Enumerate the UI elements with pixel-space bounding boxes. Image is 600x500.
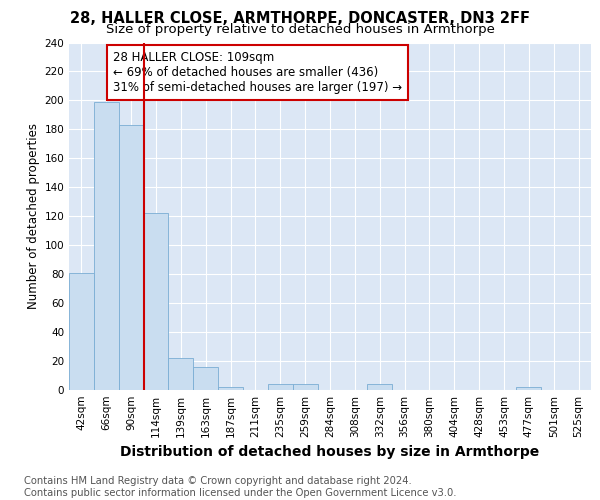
Bar [367,384,392,390]
Text: 28 HALLER CLOSE: 109sqm
← 69% of detached houses are smaller (436)
31% of semi-d: 28 HALLER CLOSE: 109sqm ← 69% of detache… [113,51,403,94]
Bar [169,358,193,390]
Bar [143,214,169,390]
Bar [94,102,119,390]
Bar [218,387,243,390]
Bar [119,125,143,390]
Bar [69,272,94,390]
Text: Contains HM Land Registry data © Crown copyright and database right 2024.
Contai: Contains HM Land Registry data © Crown c… [24,476,457,498]
Bar [268,384,293,390]
Text: 28, HALLER CLOSE, ARMTHORPE, DONCASTER, DN3 2FF: 28, HALLER CLOSE, ARMTHORPE, DONCASTER, … [70,11,530,26]
Text: Size of property relative to detached houses in Armthorpe: Size of property relative to detached ho… [106,22,494,36]
Y-axis label: Number of detached properties: Number of detached properties [27,123,40,309]
Bar [293,384,317,390]
X-axis label: Distribution of detached houses by size in Armthorpe: Distribution of detached houses by size … [121,446,539,460]
Bar [193,367,218,390]
Bar [517,387,541,390]
